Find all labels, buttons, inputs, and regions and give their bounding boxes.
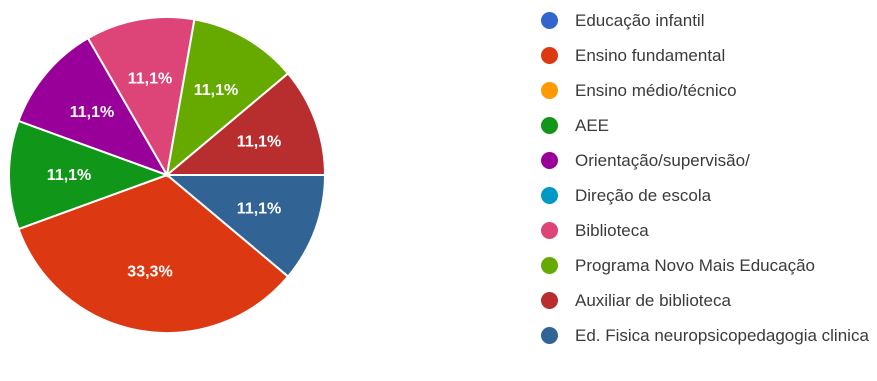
legend-label: Programa Novo Mais Educação	[575, 256, 816, 275]
chart-legend: Educação infantil Ensino fundamental Ensin…	[541, 10, 877, 360]
pie-slice-programa-novo-mais-educacao	[165, 18, 290, 178]
legend-label: Biblioteca	[575, 221, 649, 240]
slice-label-ed-fisica-neuropsicopedagogia-clinica: 11,1%	[237, 201, 281, 218]
legend-label: Ensino fundamental	[575, 46, 726, 65]
legend-item-orientacao-supervisao: Orientação/supervisão/	[541, 150, 877, 171]
pie-slice-ensino-fundamental	[17, 173, 290, 334]
legend-item-ed-fisica-neuropsicopedagogia-clinica: Ed. Fisica neuropsicopedagogia clinica	[541, 325, 875, 346]
slice-label-orientacao-supervisao: 11,1%	[70, 104, 114, 121]
legend-label: AEE	[575, 116, 610, 135]
legend-item-biblioteca: Biblioteca	[541, 220, 877, 241]
pie-chart-svg: 11,1% 33,3% 11,1% 11,1% 11,1% 11,1% 11,1%	[8, 16, 327, 334]
legend-swatch	[541, 47, 558, 64]
legend-label: Direção de escola	[575, 186, 712, 205]
legend-swatch	[541, 327, 558, 344]
legend-swatch	[541, 152, 558, 169]
slice-label-auxiliar-de-biblioteca: 11,1%	[237, 133, 281, 150]
pie-slice-biblioteca	[86, 16, 196, 178]
slice-label-programa-novo-mais-educacao: 11,1%	[194, 82, 238, 99]
legend-item-auxiliar-de-biblioteca: Auxiliar de biblioteca	[541, 290, 877, 311]
pie-slice-orientacao-supervisao	[17, 36, 170, 177]
legend-swatch	[541, 257, 558, 274]
legend-item-programa-novo-mais-educacao: Programa Novo Mais Educação	[541, 255, 877, 276]
legend-swatch	[541, 187, 558, 204]
legend-swatch	[541, 12, 558, 29]
legend-label: Auxiliar de biblioteca	[575, 291, 731, 310]
slice-label-ensino-fundamental: 33,3%	[127, 263, 172, 280]
legend-item-direcao-de-escola: Direção de escola	[541, 185, 877, 206]
legend-label: Orientação/supervisão/	[575, 151, 750, 170]
legend-item-aee: AEE	[541, 115, 877, 136]
legend-item-ensino-fundamental: Ensino fundamental	[541, 45, 877, 66]
pie-slice-auxiliar-de-biblioteca	[164, 72, 327, 176]
legend-label: Ed. Fisica neuropsicopedagogia clinica	[575, 326, 869, 345]
legend-label: Educação infantil	[575, 11, 705, 30]
pie-slice-ed-fisica-neuropsicopedagogia-clinica	[164, 174, 327, 278]
legend-swatch	[541, 82, 558, 99]
slice-label-aee: 11,1%	[47, 167, 91, 184]
pie-chart: 11,1% 33,3% 11,1% 11,1% 11,1% 11,1% 11,1%	[0, 0, 360, 381]
legend-swatch	[541, 292, 558, 309]
slice-label-biblioteca: 11,1%	[128, 71, 172, 88]
pie-slice-aee	[8, 119, 170, 231]
legend-swatch	[541, 222, 558, 239]
legend-item-educacao-infantil: Educação infantil	[541, 10, 877, 31]
legend-swatch	[541, 117, 558, 134]
legend-item-ensino-medio-tecnico: Ensino médio/técnico	[541, 80, 877, 101]
legend-label: Ensino médio/técnico	[575, 81, 737, 100]
